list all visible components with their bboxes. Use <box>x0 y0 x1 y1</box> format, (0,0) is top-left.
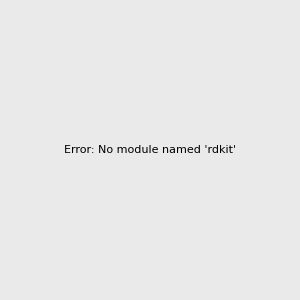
Text: Error: No module named 'rdkit': Error: No module named 'rdkit' <box>64 145 236 155</box>
